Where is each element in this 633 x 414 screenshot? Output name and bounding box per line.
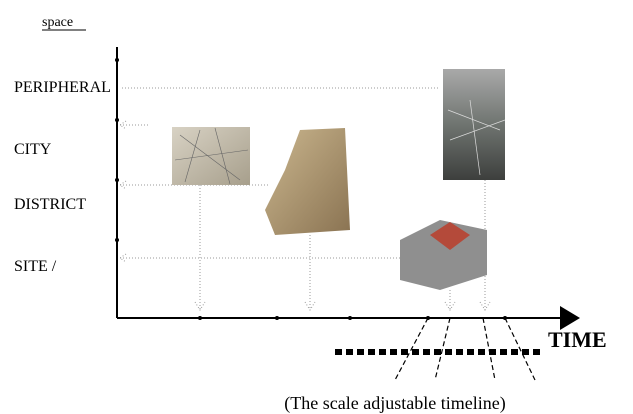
level-label: PERIPHERAL bbox=[14, 79, 111, 96]
map-image bbox=[172, 127, 250, 185]
city-model-image bbox=[443, 69, 505, 180]
diagram: space PERIPHERAL CITY DISTRICT SITE / TI… bbox=[0, 0, 633, 414]
axis-label: space bbox=[42, 15, 73, 30]
page: space PERIPHERAL CITY DISTRICT SITE / TI… bbox=[0, 0, 633, 414]
time-label: TIME bbox=[548, 327, 607, 352]
level-label: DISTRICT bbox=[14, 196, 86, 213]
caption: (The scale adjustable timeline) bbox=[284, 393, 505, 414]
fragment-image bbox=[265, 128, 350, 235]
level-label: CITY bbox=[14, 141, 52, 158]
level-label: SITE / bbox=[14, 258, 57, 275]
